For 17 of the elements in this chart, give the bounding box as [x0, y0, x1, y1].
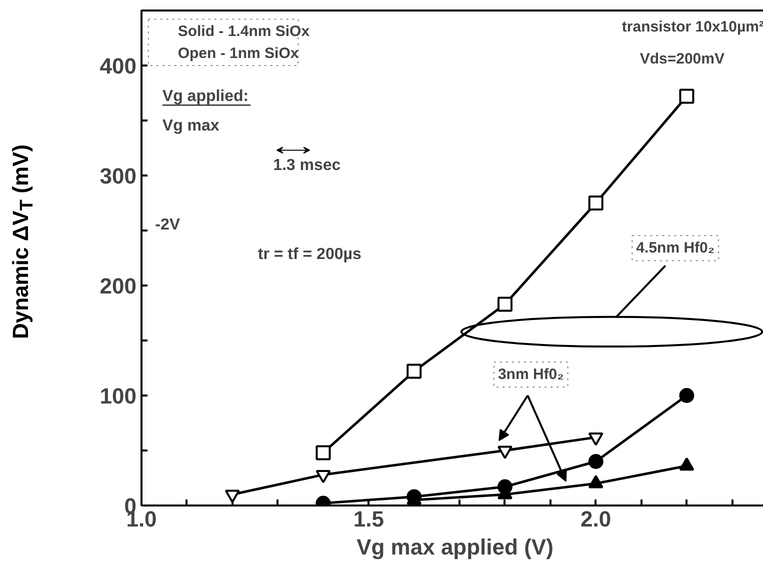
x-tick-label: 1.5 [353, 506, 384, 532]
annotation: Vg max [162, 118, 220, 134]
annotation: tr = tf = 200µs [258, 246, 362, 264]
annotation: 4.5nm Hf0₂ [636, 240, 715, 257]
annotation: Vg applied: [162, 88, 249, 105]
annotation: 1.3 msec [273, 157, 341, 174]
y-tick-label: 300 [100, 164, 137, 188]
annotation: -2V [155, 216, 180, 234]
x-axis-title: Vg max applied (V) [356, 534, 554, 560]
y-tick-label: 100 [100, 384, 137, 408]
x-tick-label: 2.0 [580, 506, 612, 532]
annotation: Vds=200mV [640, 50, 724, 68]
y-tick-label: 400 [100, 54, 137, 78]
annotation: Solid - 1.4nm SiOx [178, 22, 310, 40]
y-tick-label: 200 [100, 274, 137, 298]
annotation: Open - 1nm SiOx [178, 44, 300, 62]
annotation: 3nm Hf0₂ [498, 366, 564, 384]
